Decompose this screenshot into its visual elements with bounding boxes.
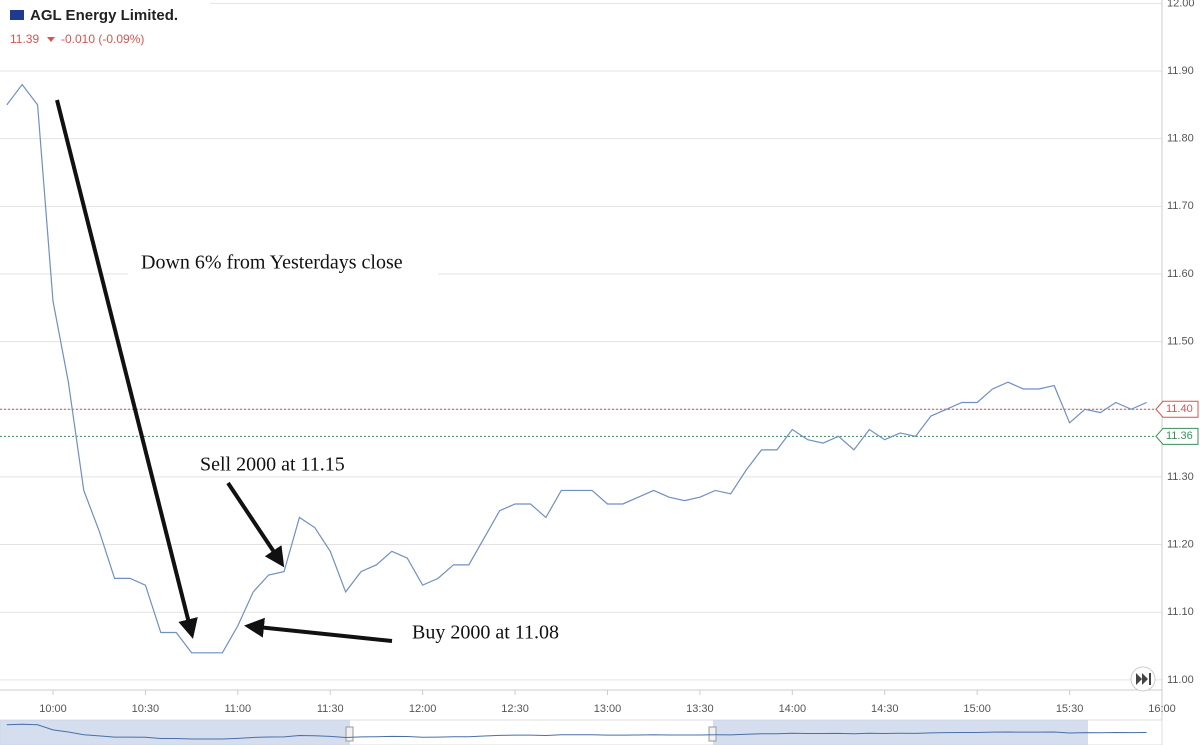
navigator <box>0 719 1163 745</box>
y-tick-label: 11.20 <box>1167 538 1194 550</box>
down-icon <box>47 37 55 42</box>
y-tick-label: 11.90 <box>1167 65 1194 77</box>
y-tick-label: 11.80 <box>1167 133 1194 145</box>
x-tick-label: 10:00 <box>39 703 67 715</box>
price-line-series <box>6 83 1147 654</box>
navigator-handle[interactable] <box>345 726 354 742</box>
price: 11.39 <box>10 32 39 46</box>
x-tick-label: 14:00 <box>779 703 807 715</box>
x-tick-label: 13:00 <box>594 703 622 715</box>
x-tick-label: 11:30 <box>317 703 344 715</box>
x-tick-label: 12:30 <box>501 703 529 715</box>
x-tick-label: 12:00 <box>409 703 437 715</box>
x-tick-label: 15:30 <box>1056 703 1084 715</box>
x-tick-label: 14:30 <box>871 703 899 715</box>
y-tick-label: 12.00 <box>1167 0 1195 9</box>
annotation: Down 6% from Yesterdays close <box>141 252 403 274</box>
y-tick-label: 11.00 <box>1167 674 1194 686</box>
y-tick-label: 11.50 <box>1167 336 1194 348</box>
price-flag-label: 11.40 <box>1166 403 1193 415</box>
navigator-series <box>6 723 1147 740</box>
header-bg <box>0 2 210 54</box>
x-tick-label: 16:00 <box>1148 703 1176 715</box>
arrow <box>244 617 393 643</box>
y-tick-label: 11.70 <box>1167 200 1194 212</box>
plot <box>6 83 1147 654</box>
fast-forward-icon <box>1136 673 1148 685</box>
x-tick-label: 10:30 <box>132 703 160 715</box>
y-tick-label: 11.30 <box>1167 471 1194 483</box>
price-flag <box>1155 400 1199 418</box>
annotation: Buy 2000 at 11.08 <box>412 622 559 644</box>
x-tick-label: 13:30 <box>686 703 714 715</box>
flag-icon <box>10 10 24 20</box>
navigator-handle[interactable] <box>708 726 717 742</box>
arrow <box>55 99 198 639</box>
y-tick-label: 11.10 <box>1167 606 1194 618</box>
navigator-mask <box>0 720 350 745</box>
x-tick-label: 11:00 <box>224 703 251 715</box>
annotation: Sell 2000 at 11.15 <box>200 454 345 476</box>
arrow <box>226 481 285 568</box>
title: AGL Energy Limited. <box>30 7 178 24</box>
x-tick-label: 15:00 <box>963 703 991 715</box>
y-tick-label: 11.60 <box>1167 268 1194 280</box>
price-flag-label: 11.36 <box>1166 430 1193 442</box>
price-flag <box>1155 427 1199 445</box>
grid <box>0 2 1163 695</box>
annotation-bg <box>128 250 438 282</box>
change: -0.010 (-0.09%) <box>61 32 144 46</box>
